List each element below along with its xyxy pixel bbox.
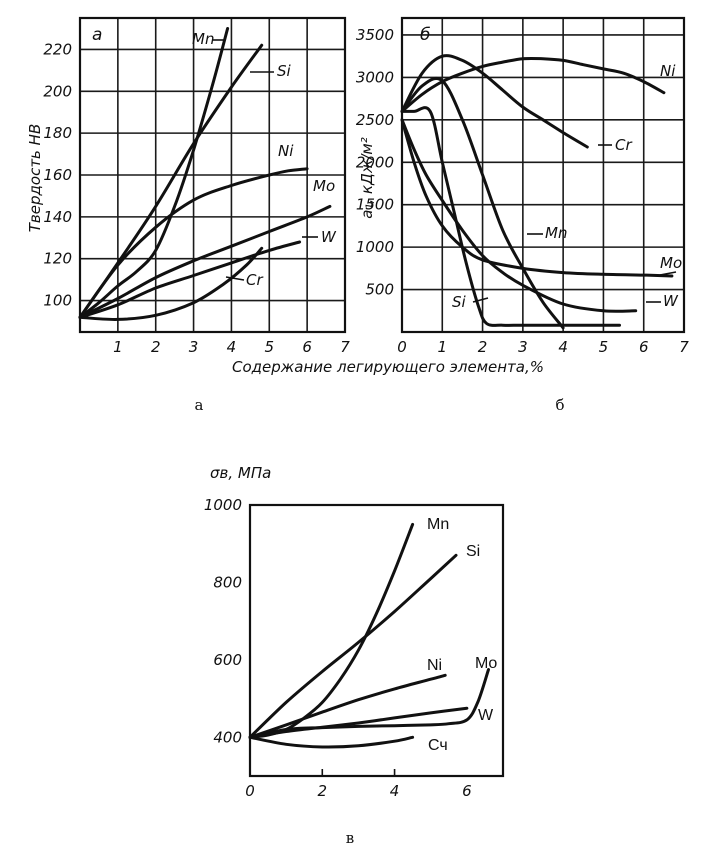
y-tick-label: 3000 xyxy=(356,68,394,86)
panel-v-caption: в xyxy=(346,829,354,847)
curve-label-pointer xyxy=(472,297,489,303)
curve-label-si: Si xyxy=(452,293,467,311)
x-tick-label: 2 xyxy=(318,782,328,800)
curve-mo xyxy=(78,204,332,319)
curve-mo xyxy=(400,118,674,278)
x-tick-label: 6 xyxy=(302,338,312,356)
x-tick-label: 4 xyxy=(390,782,400,800)
x-tick-label: 1 xyxy=(113,338,123,356)
y-tick-label: 140 xyxy=(43,208,72,226)
panel-v-strength-chart: 1000 800 600 400 0 2 4 6 Mn Si Ni Mo W Сч σв, МПа в xyxy=(204,464,505,847)
panel-v-frame xyxy=(248,503,505,778)
x-tick-label: 3 xyxy=(518,338,528,356)
curve-label-mo: Mo xyxy=(475,655,497,672)
curve-label-pointer xyxy=(659,271,677,276)
y-tick-label: 2500 xyxy=(356,111,394,129)
panel-v-x-ticks: 0 2 4 6 xyxy=(245,769,472,800)
y-tick-label: 400 xyxy=(213,728,242,746)
panel-a-y-ticks: 100 120 140 160 180 200 220 xyxy=(43,40,72,309)
panel-b-toughness-chart: 500 1000 1500 2000 2500 3000 3500 0 1 2 3 4 5 6 7 Ni C… xyxy=(356,16,689,414)
x-tick-label: 7 xyxy=(340,338,350,356)
panel-b-caption: б xyxy=(555,396,564,414)
curve-label-ni: Ni xyxy=(660,62,676,80)
panel-a-frame xyxy=(78,16,347,334)
panel-b-y-axis-title: а₁, кДж/м² xyxy=(358,137,376,218)
panel-a-letter: а xyxy=(92,25,102,45)
panel-a-x-ticks: 1 2 3 4 5 6 7 xyxy=(113,338,350,356)
curve-label-mo: Mo xyxy=(313,177,335,195)
curve-cr xyxy=(78,246,264,321)
x-tick-label: 2 xyxy=(151,338,161,356)
curve-label-ni: Ni xyxy=(278,142,294,160)
curve-label-w: W xyxy=(478,707,494,724)
y-tick-label: 220 xyxy=(43,40,72,58)
x-tick-label: 3 xyxy=(189,338,199,356)
y-tick-label: 3500 xyxy=(356,26,394,44)
curve-label-cr: Cr xyxy=(615,136,632,154)
curve-w xyxy=(78,240,302,319)
curve-si xyxy=(248,553,458,739)
y-tick-label: 180 xyxy=(43,124,72,142)
panel-b-curves: Ni Cr Mn Si Mo W xyxy=(400,54,682,330)
curve-label-mn: Mn xyxy=(192,30,214,48)
curve-label-mn: Mn xyxy=(545,224,567,242)
shared-x-axis-title: Содержание легирующего элемента,% xyxy=(232,358,544,376)
y-tick-label: 800 xyxy=(213,573,242,591)
y-tick-label: 600 xyxy=(213,651,242,669)
panel-a-caption: а xyxy=(195,396,204,414)
curve-cr xyxy=(400,54,589,149)
curve-label-si: Si xyxy=(277,62,292,80)
x-tick-label: 7 xyxy=(679,338,689,356)
curve-mn xyxy=(78,27,230,319)
curve-label-ni: Ni xyxy=(427,657,442,674)
panel-a-curves: Mn Si Ni Mo W Cr xyxy=(78,27,337,321)
y-tick-label: 1000 xyxy=(356,238,394,256)
curve-сч xyxy=(248,735,415,749)
y-tick-label: 120 xyxy=(43,250,72,268)
x-tick-label: 5 xyxy=(599,338,609,356)
curve-si xyxy=(400,106,621,327)
y-tick-label: 100 xyxy=(43,292,72,310)
x-tick-label: 5 xyxy=(265,338,275,356)
x-tick-label: 6 xyxy=(639,338,649,356)
y-tick-label: 2000 xyxy=(356,153,394,171)
curve-ni xyxy=(78,167,309,319)
panel-b-y-ticks: 500 1000 1500 2000 2500 3000 3500 xyxy=(356,26,394,299)
x-tick-label: 2 xyxy=(478,338,488,356)
y-tick-label: 1500 xyxy=(356,196,394,214)
curve-label-si: Si xyxy=(466,543,480,560)
y-tick-label: 200 xyxy=(43,82,72,100)
curve-label-mn: Mn xyxy=(427,516,449,533)
x-tick-label: 0 xyxy=(245,782,255,800)
curve-label-pointer xyxy=(225,276,245,281)
curve-mn xyxy=(248,522,415,739)
curve-ni xyxy=(248,673,447,739)
curve-label-w: W xyxy=(663,292,679,310)
panel-a-y-axis-title: Твердость НВ xyxy=(26,124,44,232)
panel-v-y-ticks: 1000 800 600 400 xyxy=(204,496,242,746)
panel-b-frame xyxy=(400,16,686,334)
curve-label-cr: Cr xyxy=(246,271,263,289)
x-tick-label: 4 xyxy=(558,338,568,356)
x-tick-label: 4 xyxy=(227,338,237,356)
curve-w xyxy=(400,118,638,313)
x-tick-label: 0 xyxy=(397,338,407,356)
x-tick-label: 6 xyxy=(462,782,472,800)
panel-b-letter: б xyxy=(420,25,430,45)
x-tick-label: 1 xyxy=(438,338,448,356)
curve-label-сч: Сч xyxy=(428,737,448,754)
panel-v-y-axis-title: σв, МПа xyxy=(210,464,271,482)
curve-label-mo: Mo xyxy=(660,254,682,272)
y-tick-label: 1000 xyxy=(204,496,242,514)
panel-a-hardness-chart: 100 120 140 160 180 200 220 1 2 3 4 5 6 7 Mn Si Ni Mo W C… xyxy=(26,16,350,414)
curve-w xyxy=(248,706,469,739)
y-tick-label: 160 xyxy=(43,166,72,184)
curve-label-w: W xyxy=(321,228,337,246)
y-tick-label: 500 xyxy=(365,281,394,299)
curve-ni xyxy=(400,56,666,113)
panel-v-curves: Mn Si Ni Mo W Сч xyxy=(248,516,497,754)
panel-b-x-ticks: 0 1 2 3 4 5 6 7 xyxy=(397,338,689,356)
